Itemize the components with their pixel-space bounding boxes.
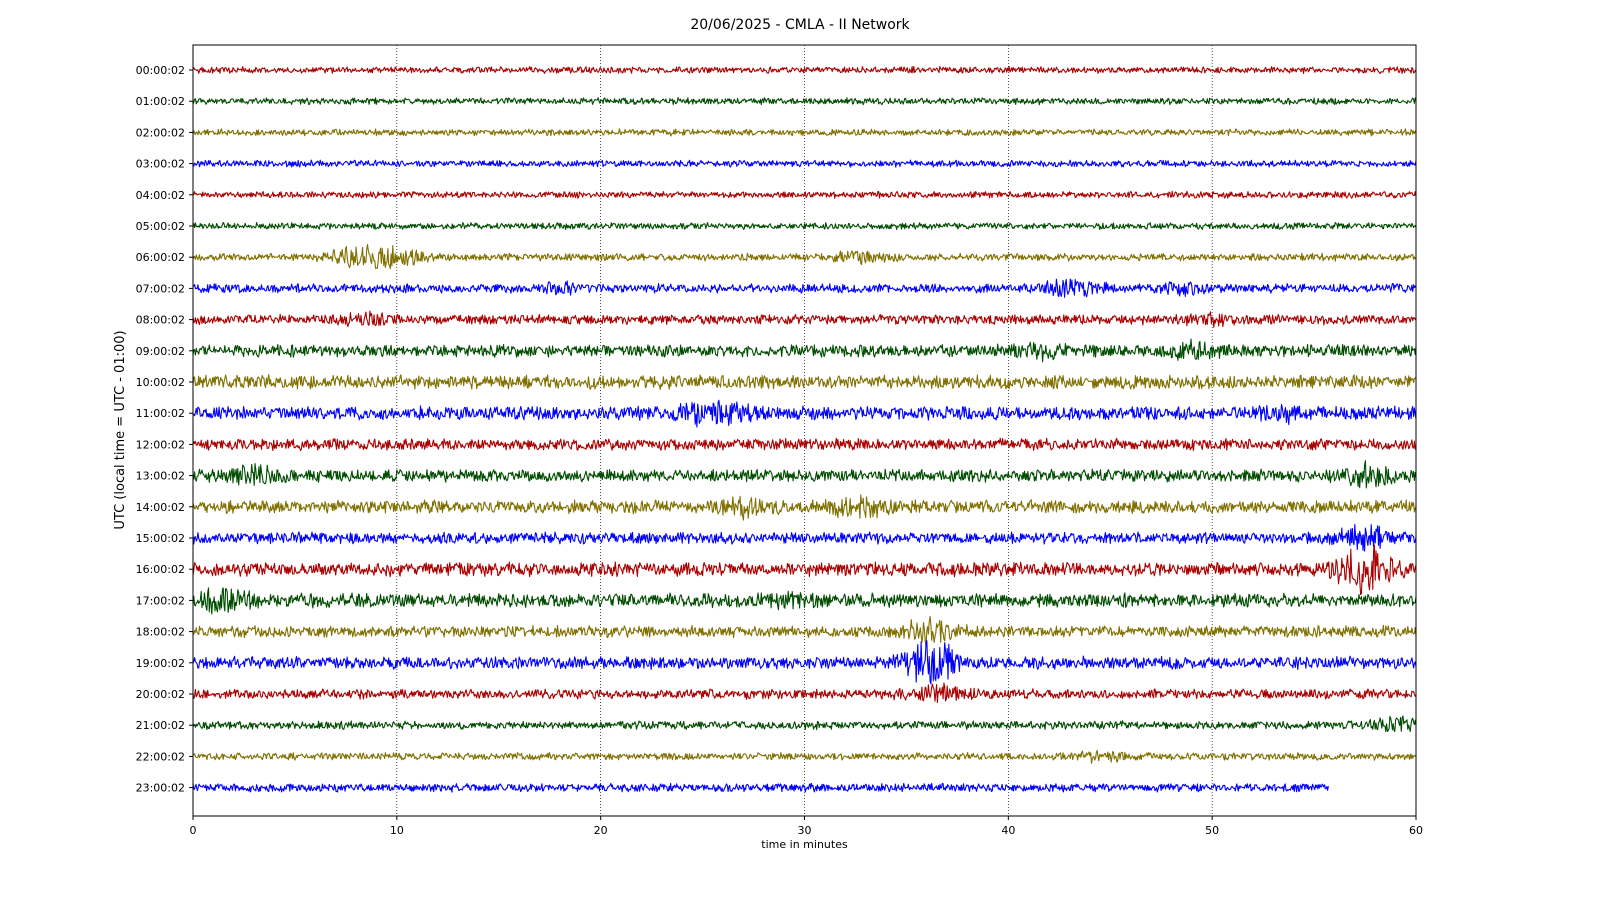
trace-line bbox=[192, 159, 1417, 168]
trace-line bbox=[192, 128, 1417, 137]
trace-line bbox=[192, 544, 1417, 596]
y-tick-label: 08:00:02 bbox=[136, 314, 185, 327]
trace-line bbox=[192, 587, 1417, 615]
y-tick-label: 20:00:02 bbox=[136, 688, 185, 701]
y-tick-label: 12:00:02 bbox=[136, 438, 185, 451]
y-tick-label: 09:00:02 bbox=[136, 345, 185, 358]
x-tick-label: 50 bbox=[1205, 824, 1219, 837]
y-tick-label: 22:00:02 bbox=[136, 750, 185, 763]
y-tick-label: 07:00:02 bbox=[136, 282, 185, 295]
trace-line bbox=[192, 65, 1417, 75]
trace-line bbox=[192, 682, 1417, 704]
y-tick-label: 04:00:02 bbox=[136, 189, 185, 202]
y-tick-label: 05:00:02 bbox=[136, 220, 185, 233]
trace-line bbox=[192, 640, 1417, 685]
trace-line bbox=[192, 310, 1417, 328]
y-tick-label: 15:00:02 bbox=[136, 532, 185, 545]
trace-line bbox=[192, 749, 1417, 764]
trace-line bbox=[192, 715, 1417, 733]
plot-frame bbox=[192, 44, 1417, 817]
x-tick-group: 0 10 20 30 40 50 60 bbox=[190, 816, 1423, 837]
y-tick-label: 01:00:02 bbox=[136, 95, 185, 108]
x-tick-label: 0 bbox=[190, 824, 197, 837]
y-tick-label: 23:00:02 bbox=[136, 782, 185, 795]
trace-line bbox=[192, 221, 1417, 231]
x-tick-label: 40 bbox=[1001, 824, 1015, 837]
trace-line bbox=[192, 494, 1417, 521]
trace-line bbox=[192, 97, 1417, 106]
y-tick-label: 18:00:02 bbox=[136, 626, 185, 639]
x-tick-label: 20 bbox=[594, 824, 608, 837]
chart-title: 20/06/2025 - CMLA - II Network bbox=[690, 17, 910, 33]
trace-line bbox=[192, 460, 1417, 489]
x-tick-label: 60 bbox=[1409, 824, 1423, 837]
y-tick-group: 00:00:02 01:00:02 02:00:02 03:00:02 04:00:02… bbox=[136, 64, 193, 795]
y-tick-label: 06:00:02 bbox=[136, 251, 185, 264]
y-tick-label: 19:00:02 bbox=[136, 657, 185, 670]
trace-line bbox=[192, 278, 1417, 298]
y-axis-label: UTC (local time = UTC - 01:00) bbox=[113, 330, 128, 529]
y-tick-label: 10:00:02 bbox=[136, 376, 185, 389]
trace-line bbox=[192, 190, 1417, 199]
trace-line bbox=[192, 338, 1417, 363]
trace-group bbox=[192, 65, 1417, 793]
x-tick-label: 30 bbox=[798, 824, 812, 837]
y-tick-label: 21:00:02 bbox=[136, 719, 185, 732]
trace-line bbox=[192, 523, 1417, 552]
trace-line bbox=[192, 782, 1329, 793]
y-tick-label: 14:00:02 bbox=[136, 501, 185, 514]
x-axis-label: time in minutes bbox=[761, 838, 848, 851]
y-tick-label: 00:00:02 bbox=[136, 64, 185, 77]
y-tick-label: 13:00:02 bbox=[136, 470, 185, 483]
y-tick-label: 03:00:02 bbox=[136, 158, 185, 171]
trace-line bbox=[192, 615, 1417, 647]
x-tick-label: 10 bbox=[390, 824, 404, 837]
trace-line bbox=[192, 399, 1417, 428]
grid-lines bbox=[396, 45, 1213, 816]
trace-line bbox=[192, 437, 1417, 452]
y-tick-label: 17:00:02 bbox=[136, 594, 185, 607]
y-tick-label: 11:00:02 bbox=[136, 407, 185, 420]
y-tick-label: 02:00:02 bbox=[136, 126, 185, 139]
y-tick-label: 16:00:02 bbox=[136, 563, 185, 576]
trace-line bbox=[192, 243, 1417, 270]
trace-line bbox=[192, 374, 1417, 390]
